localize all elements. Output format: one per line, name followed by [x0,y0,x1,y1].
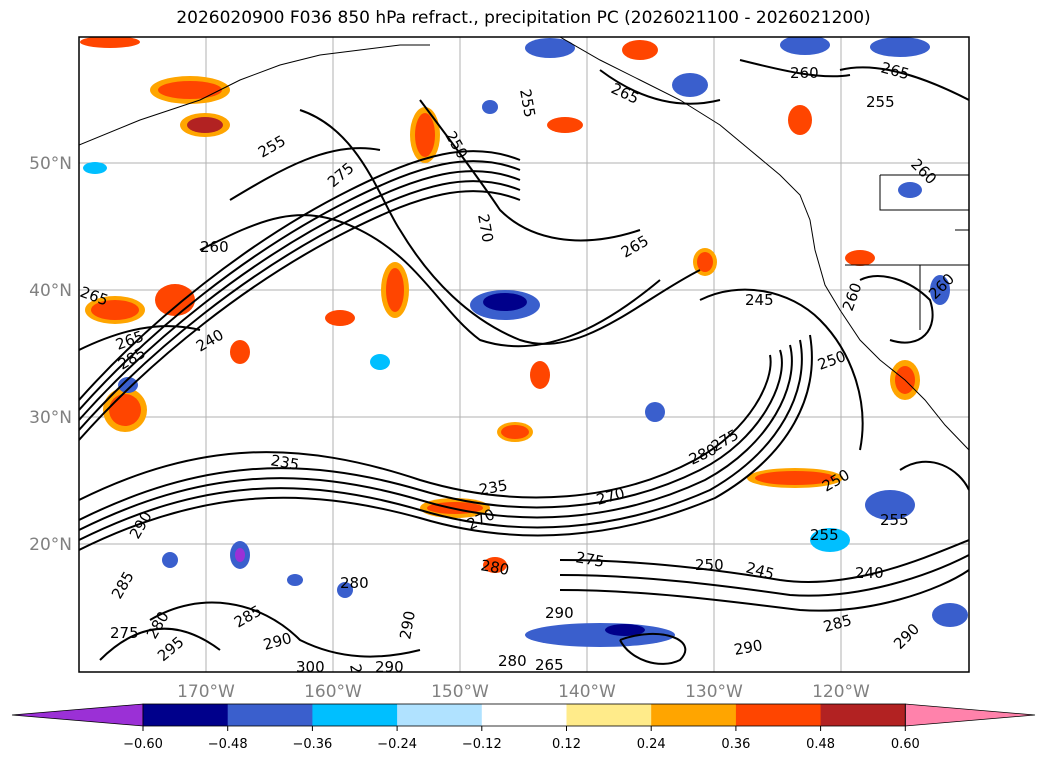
colorbar-tick-label: 0.48 [806,737,835,752]
contour-label: 290 [733,636,764,659]
lat-label: 40°N [29,281,72,301]
contour-label: 280 [498,652,527,670]
colorbar-frame [142,703,906,727]
lon-label: 170°W [177,682,235,702]
contour-label: 255 [880,511,909,529]
contour-label: 280 [340,574,369,592]
lon-label: 160°W [304,682,362,702]
contour-label: 260 [200,238,229,256]
contour-label: 250 [695,556,724,574]
contour-label: 280 [479,556,510,579]
contour-label: 290 [545,604,574,622]
colorbar-tick-label: 0.36 [721,737,750,752]
contour-label: 270 [474,213,497,244]
contour-label: 255 [866,93,895,111]
colorbar-segment [397,704,483,726]
contour-label: 235 [269,451,300,474]
contour-label: 240 [855,564,884,582]
lon-label: 130°W [685,682,743,702]
colorbar-segment [312,704,398,726]
contour-label: 290 [375,658,404,676]
colorbar-tick-label: 0.12 [552,737,581,752]
colorbar-tick-label: −0.48 [208,737,248,752]
contour-label: 275 [110,624,139,642]
colorbar-tick-label: 0.24 [637,737,666,752]
lat-label: 50°N [29,154,72,174]
map-area [79,37,969,672]
contour-label: 260 [790,64,819,82]
map-title: 2026020900 F036 850 hPa refract., precip… [176,8,871,28]
contour-label: 300 [296,658,325,676]
contour-label: 290 [396,609,419,640]
colorbar: −0.60 −0.48 −0.36 −0.24 −0.12 0.12 0.24 0.36 0.4… [11,703,1036,752]
colorbar-tick-label: −0.24 [377,737,417,752]
contour-label: 265 [535,656,564,674]
map-frame [78,36,970,673]
colorbar-segment [735,704,822,726]
colorbar-segment [820,704,906,726]
contour-label: 255 [810,526,839,544]
colorbar-tick-label: 0.60 [891,737,920,752]
contour-label: 255 [516,88,539,119]
lat-label: 30°N [29,408,72,428]
colorbar-segment [227,704,313,726]
contour-label: 245 [745,291,774,309]
lon-label: 120°W [812,682,870,702]
longitude-labels: 170°W 160°W 150°W 140°W 130°W 120°W [177,682,870,702]
lon-label: 150°W [431,682,489,702]
colorbar-tick-label: −0.36 [292,737,332,752]
latitude-labels: 50°N 40°N 30°N 20°N [29,154,72,555]
coastlines [79,37,969,451]
colorbar-tick-label: −0.12 [462,737,502,752]
lat-label: 20°N [29,535,72,555]
contour-label: 235 [478,476,509,499]
precip-negative-areas [83,37,968,647]
colorbar-tick-label: −0.60 [123,737,163,752]
contour-label: 275 [574,548,605,571]
colorbar-segment [481,704,567,726]
colorbar-segment [566,704,652,726]
colorbar-extend-right [904,703,1036,727]
colorbar-segment [143,704,229,726]
lon-label: 140°W [558,682,616,702]
colorbar-extend-left [11,703,144,727]
colorbar-segment [651,704,737,726]
contour-label: 295 [346,663,369,694]
refractivity-contours [79,59,969,665]
